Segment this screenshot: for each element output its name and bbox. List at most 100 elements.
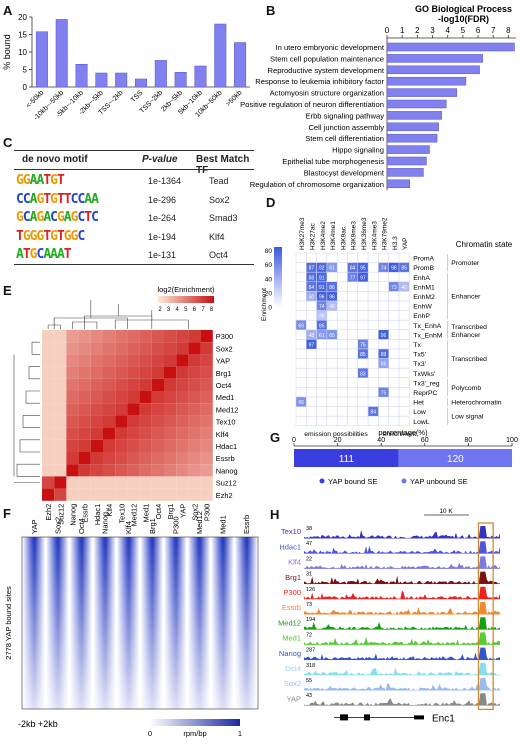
heatmap-cell [357,358,369,369]
panel-label-d: D [266,195,276,210]
motif-tf: Smad3 [209,213,238,223]
column-label: H3K4me3 [371,221,378,250]
heatmap-cell [54,464,67,477]
heatmap-cell [139,439,152,452]
heatmap-cell [151,488,164,501]
row-label: Oct4 [216,381,232,390]
row-label: LowL [413,419,429,426]
go-process-chart: GO Biological Process-log10(FDR) 0 1 2 3 4 5 6 7… [240,4,516,191]
dendrogram-branch [53,300,128,329]
heatmap-cell [336,339,348,350]
column-label: Tex10 [117,504,126,524]
heatmap-cell [347,281,359,292]
heatmap-cell [176,488,189,501]
cell-value: 98 [391,266,397,272]
track-max: 73 [306,602,312,608]
heatmap-cell [127,476,140,489]
heatmap-cell-filled [326,262,338,273]
motif-pvalue: 1e-131 [148,250,177,260]
column-label: P300 [171,516,180,534]
column-label: H3K4me1 [330,221,337,250]
track-label: Nanog [279,649,301,658]
heatmap-cell [367,291,379,302]
motif-row: GGAATGT 1e-1364 Tead [14,172,254,190]
heatmap-cell [78,476,91,489]
heatmap-cell [295,339,307,350]
heatmap-cell [164,354,177,367]
heatmap-cell [336,377,348,388]
panel-label-e: E [3,283,12,298]
track-signal [304,647,500,660]
track-max: 22 [306,556,312,562]
bar [386,156,427,166]
heatmap-cell [336,406,348,417]
x-axis-label: -2kb +2kb [18,719,58,729]
cell-value: 91 [319,275,325,281]
heatmap-cell [367,329,379,340]
bar-value: 111 [339,454,355,465]
heatmap-cell [357,406,369,417]
heatmap-cell [54,488,67,501]
heatmap-cell [295,406,307,417]
heatmap-cell [316,377,328,388]
heatmap-cell [398,348,410,359]
heatmap-cell [188,391,201,404]
heatmap-cell [200,366,213,379]
row-label: Hdac1 [216,442,237,451]
heatmap-cell [90,330,103,343]
cell-value: 55 [381,362,387,368]
category-label: Response to leukemia inhibitory factor [255,77,384,86]
motif-header: de novo motif [22,154,88,165]
heatmap-cell-filled [357,348,369,359]
x-tick-label: 80 [465,437,473,444]
heatmap-cell [54,439,67,452]
heatmap-cell [54,378,67,391]
dendrogram-branch [22,415,40,428]
gene-exon [414,715,424,720]
dendrogram-branch [84,304,153,329]
cell-value: 75 [360,343,366,349]
heatmap-cell [115,439,128,452]
bar [386,88,458,97]
heatmap-cell [103,354,116,367]
cell-value: 89 [381,352,387,358]
row-label: Suz12 [216,479,237,488]
heatmap-cell [164,403,177,416]
dendrogram-branch [13,354,40,483]
motif-pvalue: 1e-1364 [148,176,182,186]
x-tick-label: 5 [461,26,466,35]
heatmap-cell [42,415,55,428]
y-tick-label: 10 [18,48,27,57]
heatmap-cell [378,281,389,292]
cell-value: 61 [329,266,335,272]
heatmap-cell [295,358,307,369]
heatmap-cell [42,464,55,477]
heatmap-cell [336,252,348,263]
heatmap-cell [66,476,79,489]
heatmap-cell [295,310,307,321]
heatmap-cell [316,387,328,398]
heatmap-cell [367,319,379,331]
heatmap-cell [388,339,400,350]
heatmap-cell [151,354,164,367]
colorbar-tick: 40 [265,276,273,283]
heatmap-cell [78,452,91,465]
cell-value: 75 [381,391,387,397]
legend-tick: 4 [176,307,180,313]
y-tick-label: 5 [23,66,28,75]
heatmap-cell [103,452,116,465]
column-label: H3K9ac [340,226,347,250]
heatmap-cell [388,377,400,388]
track-max: 194 [306,617,315,623]
column-label: H3K4me2 [320,221,327,250]
heatmap-cell [188,378,201,391]
heatmap-cell [388,396,400,407]
heatmap-cell [200,415,213,428]
heatmap-cell [306,319,317,331]
heatmap-cell [295,329,307,340]
heatmap-cell [367,377,379,388]
colorbar-tick: 0 [268,305,272,312]
row-label: PromB [413,265,434,272]
cell-value: 87 [309,266,315,272]
heatmap-cell [367,262,379,273]
